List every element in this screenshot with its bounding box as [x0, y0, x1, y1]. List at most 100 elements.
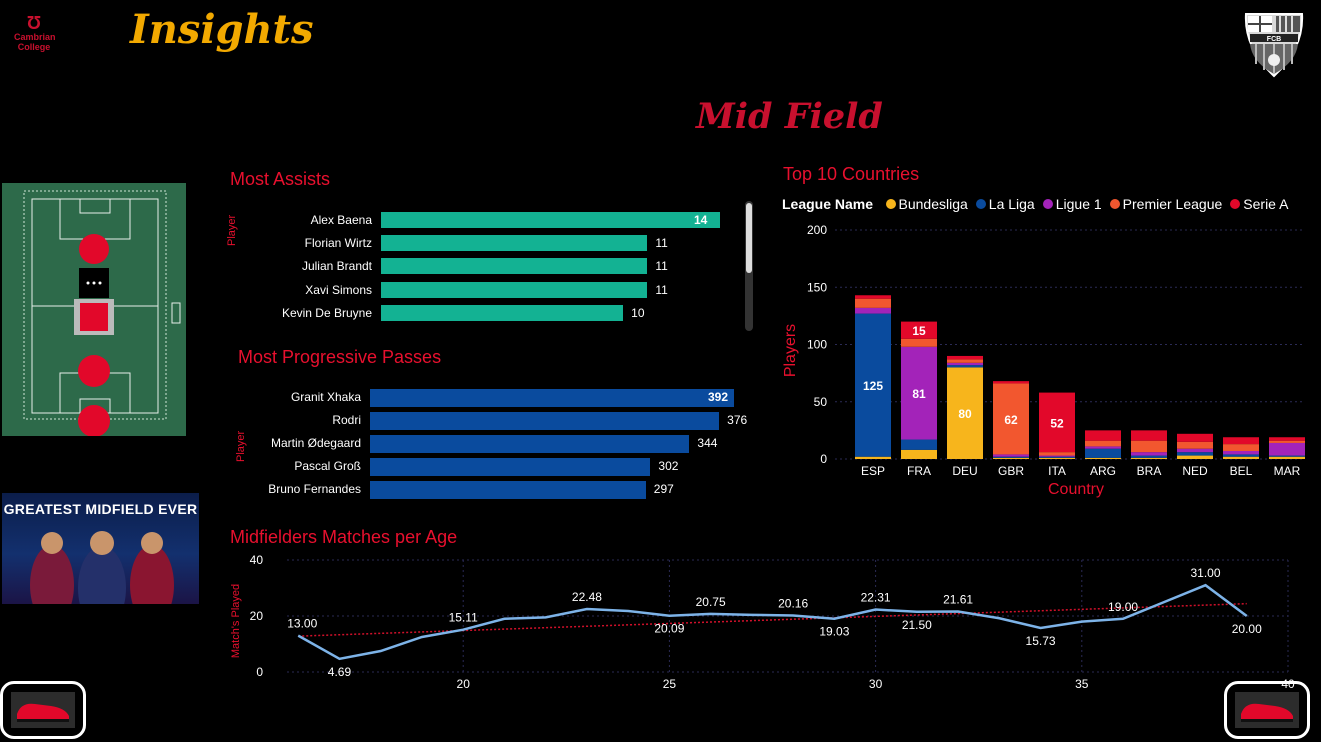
- stacked-bar-segment[interactable]: [947, 355, 983, 360]
- stacked-bar-segment[interactable]: [1131, 455, 1167, 458]
- stacked-bar-segment[interactable]: [855, 298, 891, 308]
- stacked-bar-segment[interactable]: [993, 456, 1029, 458]
- passes-bar[interactable]: [370, 458, 651, 476]
- bar-data-label: 15: [912, 324, 926, 338]
- stacked-bar-segment[interactable]: [1085, 440, 1121, 447]
- stacked-bar-segment[interactable]: [1177, 448, 1213, 453]
- legend-title: League Name: [782, 196, 874, 212]
- passes-bar-label: Pascal Groß: [294, 459, 361, 473]
- assists-bar[interactable]: [381, 258, 648, 275]
- next-nav-button[interactable]: [1224, 681, 1310, 739]
- stacked-bar-segment[interactable]: [901, 346, 937, 440]
- assists-scrollbar[interactable]: [745, 201, 753, 331]
- stacked-bar-segment[interactable]: [1223, 450, 1259, 455]
- legend-item[interactable]: Serie A: [1230, 196, 1288, 212]
- x-tick-label: 25: [663, 677, 677, 691]
- legend-item[interactable]: Ligue 1: [1042, 196, 1102, 212]
- scroll-thumb[interactable]: [746, 203, 752, 273]
- stacked-bar-segment[interactable]: [1131, 440, 1167, 453]
- stacked-bar-segment[interactable]: [1223, 456, 1259, 459]
- legend-item[interactable]: Premier League: [1109, 196, 1222, 212]
- stacked-bar-segment[interactable]: [1223, 437, 1259, 445]
- stacked-bar-segment[interactable]: [1131, 430, 1167, 441]
- legend-item[interactable]: La Liga: [975, 196, 1035, 212]
- assists-bar[interactable]: [381, 304, 624, 321]
- stacked-bar-segment[interactable]: [1039, 452, 1075, 456]
- stacked-bar-segment[interactable]: [1085, 446, 1121, 449]
- assists-bar-label: Kevin De Bruyne: [281, 305, 372, 320]
- stacked-bar-segment[interactable]: [1131, 452, 1167, 456]
- stacked-bar-segment[interactable]: [1269, 456, 1305, 459]
- passes-bar[interactable]: [370, 412, 720, 430]
- stacked-bar-segment[interactable]: [993, 383, 1029, 455]
- y-tick-label: 200: [807, 223, 827, 237]
- stacked-bar-segment[interactable]: [1223, 454, 1259, 457]
- passes-bar-label: Martin Ødegaard: [270, 436, 361, 450]
- pitch-diagram: [2, 183, 186, 437]
- y-tick-label: 150: [807, 280, 827, 294]
- stacked-bar-segment[interactable]: [993, 457, 1029, 459]
- stacked-bar-segment[interactable]: [855, 307, 891, 314]
- college-logo-line1: Cambrian: [14, 32, 56, 42]
- assists-bar[interactable]: [381, 212, 720, 228]
- matches-title: Midfielders Matches per Age: [230, 527, 458, 547]
- stacked-bar-segment[interactable]: [947, 367, 983, 459]
- point-data-label: 20.09: [654, 622, 684, 636]
- y-tick-label: 0: [820, 452, 827, 466]
- stacked-bar-segment[interactable]: [1177, 433, 1213, 442]
- point-data-label: 19.00: [1108, 600, 1138, 614]
- assists-bar[interactable]: [381, 235, 648, 252]
- stacked-bar-segment[interactable]: [901, 321, 937, 339]
- passes-bar[interactable]: [370, 389, 734, 407]
- stacked-bar-segment[interactable]: [1039, 456, 1075, 458]
- x-tick-label: 35: [1075, 677, 1089, 691]
- stacked-bar-segment[interactable]: [1177, 441, 1213, 449]
- stacked-bar-segment[interactable]: [947, 362, 983, 366]
- assists-bar-value: 10: [631, 305, 645, 320]
- passes-bar[interactable]: [370, 435, 690, 453]
- bar-data-label: 80: [958, 407, 972, 421]
- legend-item[interactable]: Bundesliga: [885, 196, 968, 212]
- assists-bar-value: 11: [655, 259, 668, 274]
- stacked-bar-segment[interactable]: [1131, 457, 1167, 459]
- stacked-bar-segment[interactable]: [855, 456, 891, 459]
- stacked-bar-segment[interactable]: [1085, 457, 1121, 459]
- x-tick-label: 20: [457, 677, 471, 691]
- stacked-bar-segment[interactable]: [901, 449, 937, 459]
- stacked-bar-segment[interactable]: [1085, 448, 1121, 458]
- x-tick-label: 30: [869, 677, 883, 691]
- assists-bar[interactable]: [381, 281, 648, 298]
- stacked-bar-segment[interactable]: [1177, 455, 1213, 459]
- x-tick-label: FRA: [907, 464, 931, 478]
- matches-line[interactable]: [297, 583, 1248, 661]
- point-data-label: 15.11: [449, 611, 478, 625]
- stacked-bar-segment[interactable]: [901, 439, 937, 450]
- stacked-bar-segment[interactable]: [1269, 440, 1305, 443]
- assists-bar-label: Alex Baena: [310, 213, 372, 227]
- stacked-bar-segment[interactable]: [1269, 455, 1305, 457]
- stacked-bar-segment[interactable]: [993, 454, 1029, 457]
- stacked-bar-segment[interactable]: [1039, 392, 1075, 453]
- stacked-bar-segment[interactable]: [1177, 452, 1213, 456]
- stacked-bar-segment[interactable]: [1039, 455, 1075, 457]
- stacked-bar-segment[interactable]: [1085, 430, 1121, 441]
- stacked-bar-segment[interactable]: [901, 338, 937, 347]
- point-data-label: 20.75: [696, 595, 726, 609]
- stacked-bar-segment[interactable]: [1269, 442, 1305, 456]
- countries-title: Top 10 Countries: [783, 164, 920, 184]
- stacked-bar-segment[interactable]: [947, 365, 983, 368]
- stacked-bar-segment[interactable]: [855, 313, 891, 457]
- point-data-label: 21.61: [943, 592, 973, 606]
- stacked-bar-segment[interactable]: [1223, 444, 1259, 451]
- stacked-bar-segment[interactable]: [947, 359, 983, 363]
- stacked-bar-segment[interactable]: [1269, 437, 1305, 441]
- stacked-bar-segment[interactable]: [1039, 457, 1075, 459]
- passes-bar-value: 302: [658, 459, 679, 473]
- stacked-bar-segment[interactable]: [855, 295, 891, 299]
- passes-bar[interactable]: [370, 481, 646, 499]
- back-nav-button[interactable]: [0, 681, 86, 739]
- legend-label: Serie A: [1243, 196, 1289, 212]
- assists-title: Most Assists: [230, 169, 331, 189]
- stacked-bar-segment[interactable]: [993, 381, 1029, 384]
- x-tick-label: MAR: [1274, 464, 1301, 478]
